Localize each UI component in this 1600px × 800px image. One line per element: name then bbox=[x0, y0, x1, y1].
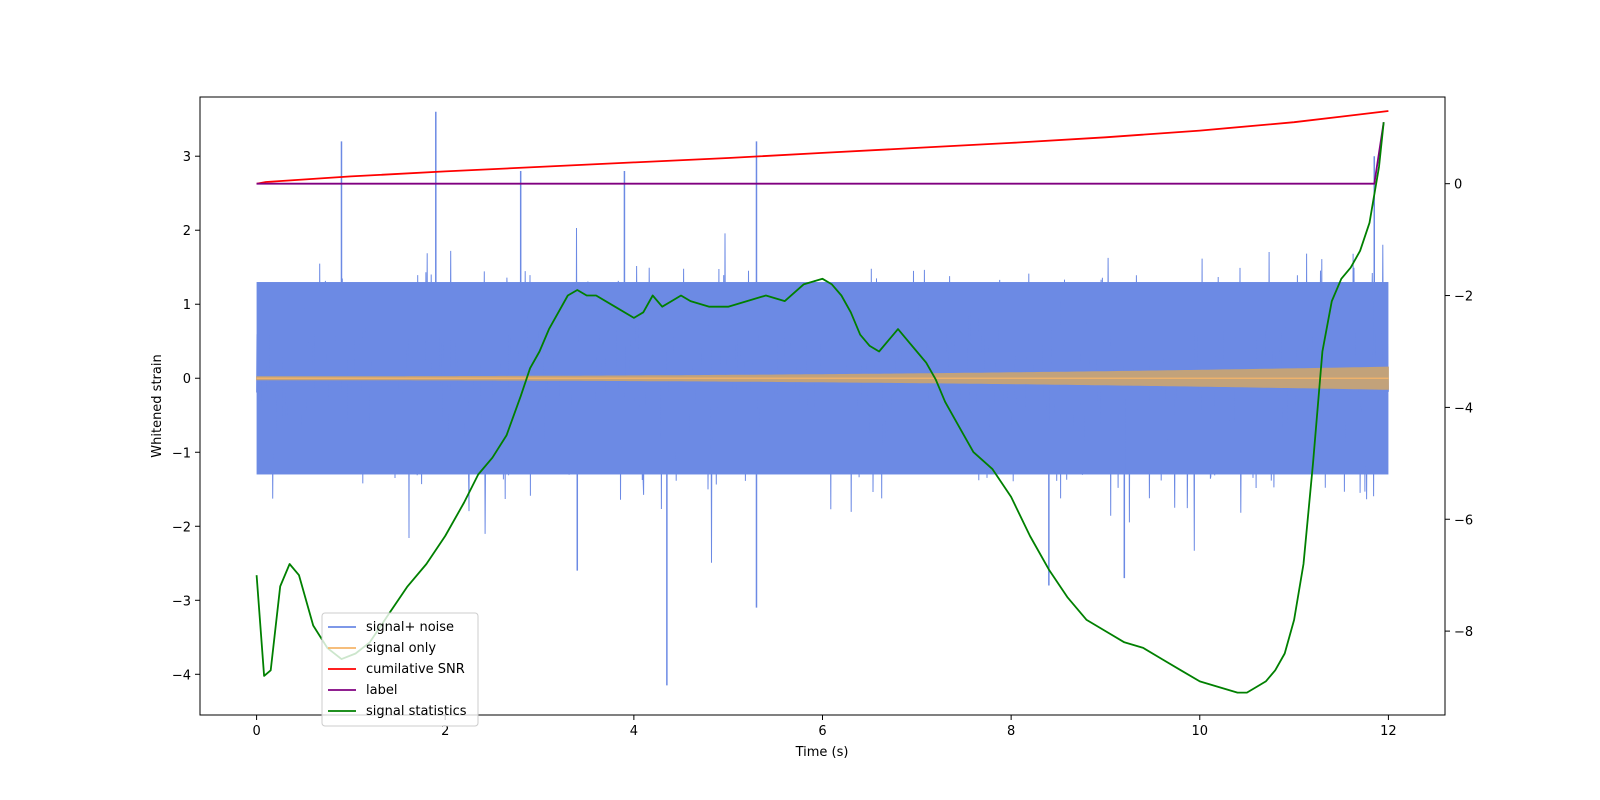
lines-layer bbox=[255, 110, 1389, 694]
y-tick-label: −3 bbox=[172, 594, 191, 609]
x-tick-label: 4 bbox=[630, 724, 638, 739]
legend: signal+ noise signal only cumilative SNR la… bbox=[321, 612, 479, 727]
y2-tick-label: −4 bbox=[1454, 401, 1473, 416]
series-line-signal-statistics bbox=[255, 122, 1385, 694]
y2-tick-label: 0 bbox=[1454, 178, 1462, 193]
legend-label: label bbox=[366, 683, 397, 698]
y2-tick-label: −8 bbox=[1454, 625, 1473, 640]
legend-label: signal+ noise bbox=[366, 620, 454, 635]
x-tick-label: 10 bbox=[1191, 724, 1208, 739]
series-line-label bbox=[256, 122, 1385, 185]
x-tick-label: 8 bbox=[1007, 724, 1015, 739]
y-tick-label: −1 bbox=[172, 446, 191, 461]
y-tick-label: −2 bbox=[172, 520, 191, 535]
legend-label: signal only bbox=[366, 641, 436, 656]
chirp-layer bbox=[256, 366, 1389, 390]
y2-tick-label: −6 bbox=[1454, 513, 1473, 528]
x-tick-label: 2 bbox=[441, 724, 449, 739]
legend-label: signal statistics bbox=[366, 704, 467, 719]
legend-box bbox=[321, 612, 479, 727]
y-tick-label: −4 bbox=[172, 668, 191, 683]
x-tick-label: 12 bbox=[1380, 724, 1397, 739]
y-tick-label: 0 bbox=[183, 372, 191, 387]
noise-trace bbox=[256, 227, 1389, 563]
series-line-cumilative-snr bbox=[256, 110, 1389, 185]
x-axis-label: Time (s) bbox=[795, 745, 849, 760]
y-tick-label: 2 bbox=[183, 224, 191, 239]
y-tick-label: 1 bbox=[183, 298, 191, 313]
y-axis-label: Whitened strain bbox=[150, 354, 165, 457]
legend-label: cumilative SNR bbox=[366, 662, 465, 677]
y-axis-right: −8 −6 −4 −2 0 bbox=[1445, 178, 1473, 640]
y2-tick-label: −2 bbox=[1454, 290, 1473, 305]
x-tick-label: 0 bbox=[252, 724, 260, 739]
y-axis-left: −4 −3 −2 −1 0 1 2 3 bbox=[172, 150, 200, 683]
y-tick-label: 3 bbox=[183, 150, 191, 165]
x-axis: 0 2 4 6 8 10 12 bbox=[252, 715, 1397, 739]
x-tick-label: 6 bbox=[818, 724, 826, 739]
